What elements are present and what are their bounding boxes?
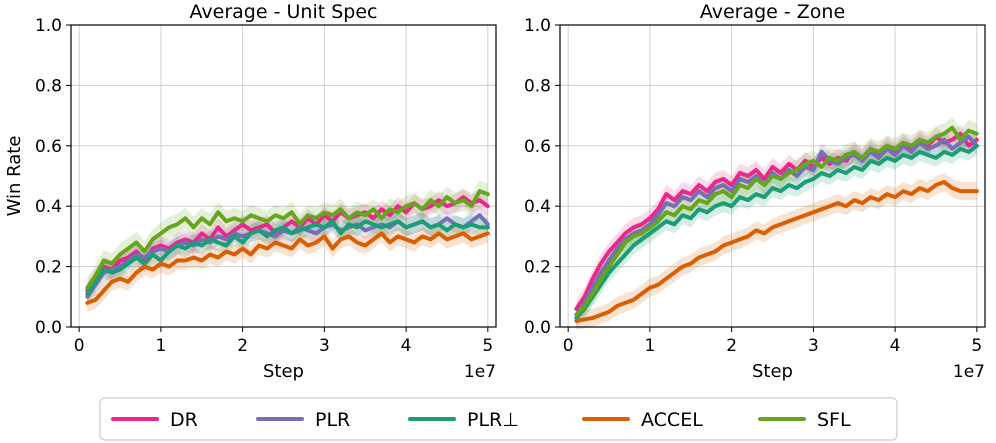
chart-unit-spec: 0 1 2 3 4 5 0.0 0.2 0.4 0.6 0.8 1.0 Average - Unit S… bbox=[4, 1, 497, 382]
series-line-3 bbox=[574, 180, 979, 323]
legend-entry-0: DR bbox=[111, 409, 198, 431]
series-band-3 bbox=[87, 224, 488, 312]
series-band-1 bbox=[87, 206, 488, 306]
legend-entry-2: PLR⊥ bbox=[408, 409, 519, 431]
legend-label-0: DR bbox=[170, 409, 198, 431]
y-tick-label-2: 0.4 bbox=[524, 197, 551, 217]
legend-label-1: PLR bbox=[315, 409, 350, 431]
y-tick-label-2: 0.4 bbox=[35, 197, 62, 217]
x-tick-label-5: 5 bbox=[482, 336, 493, 356]
x-tick-label-0: 0 bbox=[563, 336, 574, 356]
x-scale-label: 1e7 bbox=[953, 362, 985, 382]
x-tick-label-2: 2 bbox=[237, 336, 248, 356]
y-tick-label-3: 0.6 bbox=[524, 137, 551, 157]
x-tick-label-4: 4 bbox=[401, 336, 412, 356]
legend-label-4: SFL bbox=[817, 409, 851, 431]
series-line-4 bbox=[574, 125, 979, 317]
x-scale-label: 1e7 bbox=[464, 362, 496, 382]
y-tick-label-0: 0.0 bbox=[524, 318, 551, 338]
series-band-3 bbox=[576, 172, 977, 331]
series-line-4 bbox=[85, 189, 490, 290]
series-line-2 bbox=[85, 219, 490, 296]
series-group bbox=[574, 117, 979, 331]
axes-frame bbox=[70, 24, 497, 328]
x-tick-label-1: 1 bbox=[644, 336, 655, 356]
x-tick-label-4: 4 bbox=[890, 336, 901, 356]
legend: DR PLR PLR⊥ ACCEL SFL bbox=[99, 397, 898, 441]
series-line-3 bbox=[85, 231, 490, 305]
y-tick-label-0: 0.0 bbox=[35, 318, 62, 338]
x-tick-label-3: 3 bbox=[808, 336, 819, 356]
chart-title: Average - Zone bbox=[700, 1, 845, 23]
series-group bbox=[85, 180, 490, 312]
legend-entry-4: SFL bbox=[758, 409, 851, 431]
chart-title: Average - Unit Spec bbox=[190, 1, 378, 23]
legend-label-2: PLR⊥ bbox=[467, 409, 519, 431]
y-tick-label-3: 0.6 bbox=[35, 137, 62, 157]
x-tick-label-2: 2 bbox=[726, 336, 737, 356]
series-line-0 bbox=[574, 131, 979, 311]
series-line-2 bbox=[574, 143, 979, 320]
x-axis-label: Step bbox=[752, 361, 793, 382]
y-tick-label-1: 0.2 bbox=[524, 258, 551, 278]
x-tick-label-3: 3 bbox=[319, 336, 330, 356]
x-axis-label: Step bbox=[263, 361, 304, 382]
chart-panels: 0 1 2 3 4 5 0.0 0.2 0.4 0.6 0.8 1.0 Average - Unit S… bbox=[4, 1, 986, 382]
legend-entry-1: PLR bbox=[256, 409, 350, 431]
x-tick-label-0: 0 bbox=[74, 336, 85, 356]
y-tick-label-5: 1.0 bbox=[35, 16, 62, 36]
legend-label-3: ACCEL bbox=[641, 409, 703, 431]
y-tick-label-5: 1.0 bbox=[524, 16, 551, 36]
x-tick-label-1: 1 bbox=[155, 336, 166, 356]
y-tick-label-1: 0.2 bbox=[35, 258, 62, 278]
y-tick-label-4: 0.8 bbox=[35, 76, 62, 96]
y-tick-label-4: 0.8 bbox=[524, 76, 551, 96]
legend-entry-3: ACCEL bbox=[582, 409, 703, 431]
legend-box bbox=[99, 397, 898, 441]
x-tick-label-5: 5 bbox=[971, 336, 982, 356]
chart-zone: 0 1 2 3 4 5 0.0 0.2 0.4 0.6 0.8 1.0 Average - Zone St… bbox=[524, 1, 986, 382]
y-axis-label: Win Rate bbox=[4, 136, 25, 217]
axes-frame bbox=[559, 24, 986, 328]
